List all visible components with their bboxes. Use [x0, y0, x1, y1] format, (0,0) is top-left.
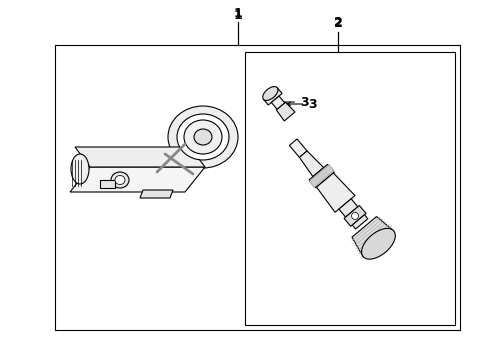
- Polygon shape: [271, 96, 285, 109]
- Ellipse shape: [362, 228, 395, 259]
- Polygon shape: [75, 147, 205, 167]
- Polygon shape: [309, 165, 334, 188]
- Ellipse shape: [168, 106, 238, 168]
- Text: 2: 2: [334, 16, 343, 29]
- Polygon shape: [352, 217, 394, 257]
- Ellipse shape: [184, 120, 222, 154]
- Text: 3: 3: [287, 98, 317, 111]
- Ellipse shape: [115, 176, 125, 185]
- Ellipse shape: [111, 172, 129, 188]
- Text: 1: 1: [234, 7, 243, 20]
- Polygon shape: [70, 167, 205, 192]
- Polygon shape: [317, 173, 355, 212]
- Polygon shape: [339, 199, 358, 217]
- Polygon shape: [276, 102, 295, 121]
- Polygon shape: [352, 215, 368, 229]
- Ellipse shape: [71, 154, 89, 184]
- Ellipse shape: [351, 212, 359, 219]
- Ellipse shape: [194, 129, 212, 145]
- Polygon shape: [344, 206, 366, 226]
- Polygon shape: [100, 180, 115, 188]
- Polygon shape: [309, 165, 334, 188]
- Polygon shape: [299, 151, 324, 177]
- Text: 1: 1: [234, 9, 243, 22]
- Polygon shape: [264, 88, 282, 105]
- Bar: [245, 52, 455, 325]
- Text: 2: 2: [334, 17, 343, 30]
- Ellipse shape: [263, 86, 278, 100]
- Text: 3: 3: [273, 95, 309, 108]
- Ellipse shape: [177, 114, 229, 160]
- Bar: [55, 45, 460, 330]
- Polygon shape: [140, 190, 173, 198]
- Polygon shape: [290, 139, 307, 157]
